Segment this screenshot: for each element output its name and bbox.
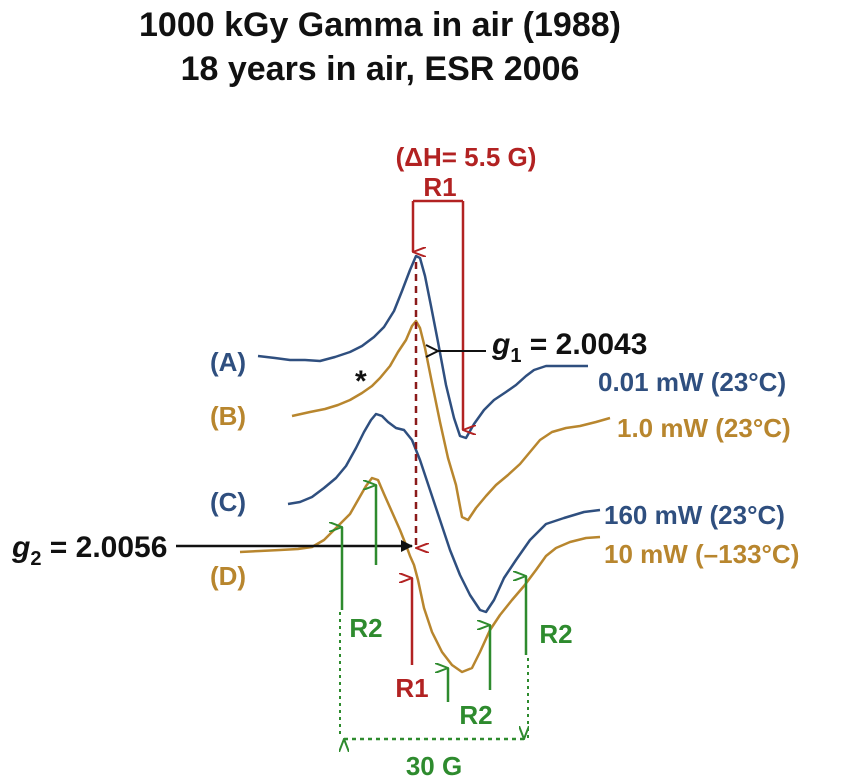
- g1-label: g1 = 2.0043: [491, 328, 647, 367]
- label-c: (C): [210, 487, 246, 517]
- title-line-2: 18 years in air, ESR 2006: [180, 50, 580, 88]
- r1-top-label: R1: [423, 172, 456, 202]
- g2-label: g2 = 2.0056: [11, 531, 167, 570]
- condition-a: 0.01 mW (23°C): [598, 367, 786, 397]
- r2-label-right: R2: [539, 619, 572, 649]
- delta-h-label: (ΔH= 5.5 G): [396, 142, 537, 172]
- label-b: (B): [210, 401, 246, 431]
- trace-a: [257, 254, 588, 440]
- r1-bottom-label: R1: [395, 673, 428, 703]
- label-a: (A): [210, 347, 246, 377]
- r2-label-left: R2: [349, 613, 382, 643]
- span-label: 30 G: [406, 751, 462, 781]
- r2-label-bottom: R2: [459, 700, 492, 730]
- condition-c: 160 mW (23°C): [604, 500, 785, 530]
- star-marker: *: [355, 365, 367, 398]
- title-line-1: 1000 kGy Gamma in air (1988): [139, 6, 621, 44]
- condition-b: 1.0 mW (23°C): [617, 413, 791, 443]
- label-d: (D): [210, 561, 246, 591]
- trace-c: [287, 412, 601, 614]
- condition-d: 10 mW (–133°C): [604, 539, 799, 569]
- trace-b: [291, 319, 611, 522]
